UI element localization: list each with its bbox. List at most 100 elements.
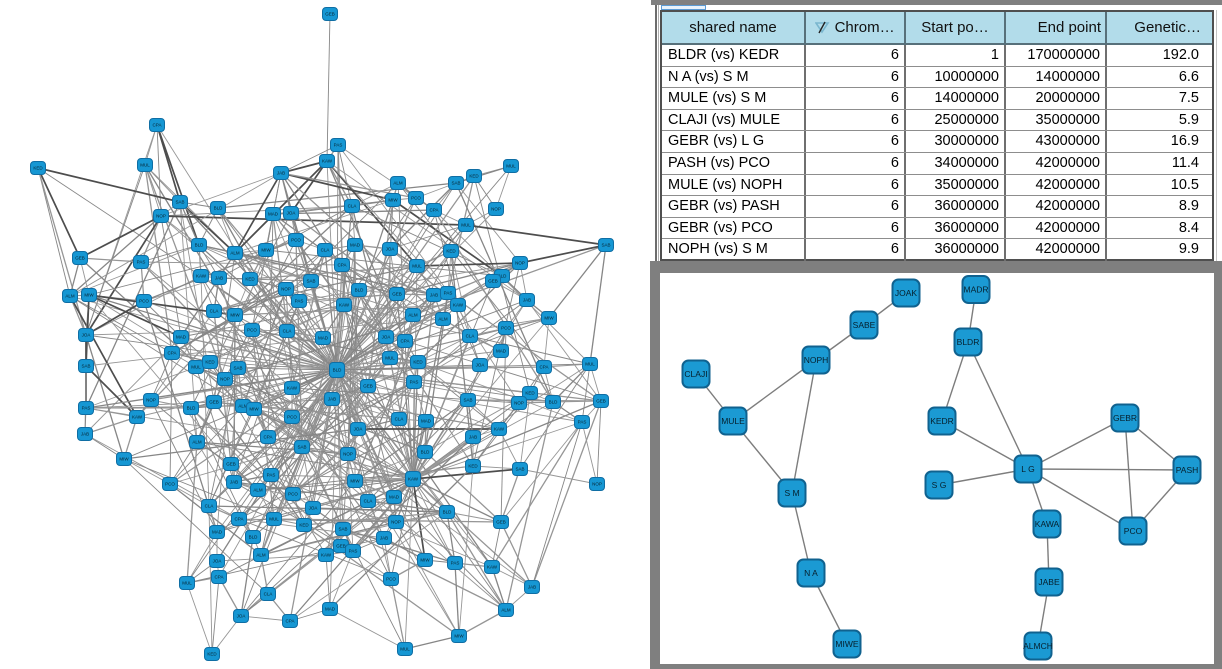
svg-text:CLA: CLA	[395, 417, 404, 422]
svg-text:PCO: PCO	[165, 482, 175, 487]
svg-text:CLA: CLA	[348, 204, 357, 209]
svg-text:PCO: PCO	[288, 492, 298, 497]
svg-text:NOP: NOP	[220, 377, 230, 382]
svg-text:KED: KED	[299, 523, 309, 528]
svg-text:MAD: MAD	[325, 607, 336, 612]
svg-text:MAD: MAD	[389, 495, 400, 500]
svg-text:MUL: MUL	[191, 365, 201, 370]
svg-text:CPA: CPA	[264, 435, 273, 440]
svg-text:GEBR: GEBR	[1113, 413, 1137, 423]
svg-text:CLA: CLA	[264, 592, 273, 597]
svg-text:S M: S M	[784, 488, 799, 498]
svg-text:NOP: NOP	[146, 398, 156, 403]
svg-text:BLD: BLD	[443, 510, 453, 515]
svg-text:SAB: SAB	[175, 200, 184, 205]
svg-text:CPA: CPA	[215, 575, 224, 580]
svg-text:JAB: JAB	[215, 276, 223, 281]
svg-text:MIW: MIW	[420, 558, 430, 563]
svg-text:PCO: PCO	[411, 196, 421, 201]
svg-text:CPA: CPA	[286, 619, 295, 624]
svg-text:MIW: MIW	[119, 457, 129, 462]
svg-text:MUL: MUL	[585, 362, 595, 367]
svg-text:SAB: SAB	[297, 445, 306, 450]
svg-text:PAS: PAS	[334, 143, 343, 148]
svg-text:JOA: JOA	[237, 614, 246, 619]
svg-text:JOA: JOA	[82, 333, 91, 338]
svg-text:MIW: MIW	[249, 407, 259, 412]
svg-text:KED: KED	[469, 174, 479, 179]
svg-text:PAS: PAS	[82, 406, 91, 411]
svg-text:PCO: PCO	[291, 238, 301, 243]
svg-text:GEB: GEB	[496, 520, 506, 525]
svg-text:MAD: MAD	[268, 212, 279, 217]
svg-text:JOAK: JOAK	[895, 288, 918, 298]
svg-text:JOA: JOA	[287, 211, 296, 216]
svg-text:NOP: NOP	[281, 287, 291, 292]
svg-text:KED: KED	[525, 391, 535, 396]
svg-text:MIW: MIW	[230, 313, 240, 318]
svg-text:MULE: MULE	[721, 416, 745, 426]
svg-text:MUL: MUL	[140, 163, 150, 168]
svg-text:MAD: MAD	[176, 335, 187, 340]
svg-text:MUL: MUL	[400, 647, 410, 652]
svg-text:MIWE: MIWE	[835, 639, 858, 649]
svg-text:KED: KED	[413, 360, 423, 365]
svg-text:KAW: KAW	[408, 477, 419, 482]
svg-text:GEB: GEB	[325, 12, 335, 17]
svg-text:CLA: CLA	[466, 334, 475, 339]
svg-text:KAW: KAW	[494, 427, 505, 432]
svg-text:SAB: SAB	[338, 527, 347, 532]
svg-text:JAB: JAB	[469, 435, 477, 440]
svg-text:ALM: ALM	[256, 553, 266, 558]
svg-text:PAS: PAS	[137, 260, 146, 265]
svg-text:MAD: MAD	[350, 243, 361, 248]
svg-text:NOP: NOP	[592, 482, 602, 487]
svg-text:PAS: PAS	[295, 299, 304, 304]
svg-text:MUL: MUL	[269, 517, 279, 522]
svg-text:GEB: GEB	[392, 292, 402, 297]
svg-text:PAS: PAS	[410, 380, 419, 385]
svg-text:JAB: JAB	[277, 171, 285, 176]
svg-text:PAS: PAS	[349, 549, 358, 554]
svg-text:KED: KED	[245, 277, 255, 282]
svg-text:PAS: PAS	[267, 473, 276, 478]
svg-text:KED: KED	[205, 360, 215, 365]
svg-text:KAW: KAW	[321, 553, 332, 558]
svg-text:GEB: GEB	[488, 279, 498, 284]
svg-text:PAS: PAS	[451, 561, 460, 566]
svg-text:KED: KED	[33, 166, 43, 171]
svg-text:ALM: ALM	[238, 404, 248, 409]
svg-text:NOP: NOP	[156, 214, 166, 219]
svg-text:PCO: PCO	[1124, 526, 1143, 536]
svg-text:BLD: BLD	[421, 450, 431, 455]
svg-text:CPA: CPA	[235, 517, 244, 522]
svg-text:CLA: CLA	[321, 248, 330, 253]
svg-text:MUL: MUL	[506, 164, 516, 169]
svg-text:MIW: MIW	[544, 316, 554, 321]
svg-text:NOPH: NOPH	[804, 355, 829, 365]
svg-text:MUL: MUL	[182, 581, 192, 586]
svg-text:JABE: JABE	[1038, 577, 1060, 587]
svg-text:MAD: MAD	[496, 349, 507, 354]
svg-text:PCO: PCO	[287, 415, 297, 420]
svg-text:PCO: PCO	[247, 328, 257, 333]
svg-text:SAB: SAB	[233, 366, 242, 371]
svg-text:NOP: NOP	[343, 452, 353, 457]
svg-text:JAB: JAB	[81, 432, 89, 437]
svg-text:ALMCH: ALMCH	[1023, 641, 1053, 651]
svg-text:JAB: JAB	[523, 298, 531, 303]
svg-text:CLA: CLA	[205, 504, 214, 509]
svg-text:JAB: JAB	[380, 536, 388, 541]
svg-text:MIW: MIW	[261, 248, 271, 253]
svg-text:KAW: KAW	[132, 415, 143, 420]
svg-text:GEB: GEB	[336, 544, 346, 549]
svg-text:CPA: CPA	[540, 365, 549, 370]
svg-text:GEB: GEB	[226, 462, 236, 467]
svg-text:JOA: JOA	[386, 247, 395, 252]
svg-text:BLD: BLD	[214, 206, 224, 211]
svg-text:KAW: KAW	[339, 303, 350, 308]
svg-text:KAWA: KAWA	[1035, 519, 1060, 529]
svg-text:BLD: BLD	[498, 274, 508, 279]
svg-text:PAS: PAS	[444, 291, 453, 296]
svg-text:MUL: MUL	[385, 356, 395, 361]
